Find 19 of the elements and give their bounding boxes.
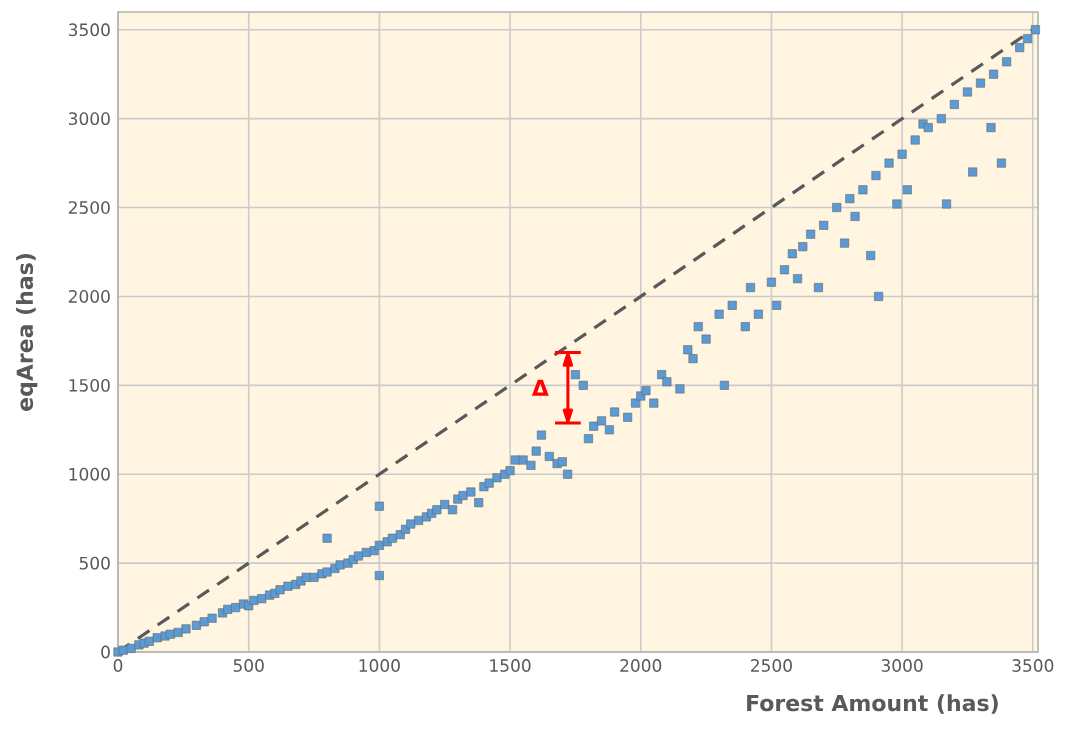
y-tick-label: 0 [101,645,110,659]
x-tick-label: 500 [233,659,264,672]
y-tick-label: 3000 [68,112,110,126]
y-tick-label: 1000 [69,467,110,481]
x-tick-label: 1000 [359,659,400,672]
x-tick-label: 2500 [751,659,792,672]
y-tick-label: 500 [79,556,110,570]
x-axis-title: Forest Amount (has) [747,694,998,714]
x-tick-label: 2000 [620,659,662,672]
y-tick-label: 2000 [68,290,110,303]
y-tick-label: 1500 [69,378,110,392]
x-tick-label: 1500 [490,659,531,672]
y-tick-label: 2500 [68,201,110,214]
x-tick-label: 3000 [881,659,923,672]
annotation: Δ [531,379,549,396]
x-tick-label: 3500 [1012,659,1054,672]
y-axis-title: eqArea (has) [16,254,38,411]
x-tick-label: 0 [113,659,123,672]
y-tick-label: 3500 [68,23,110,37]
